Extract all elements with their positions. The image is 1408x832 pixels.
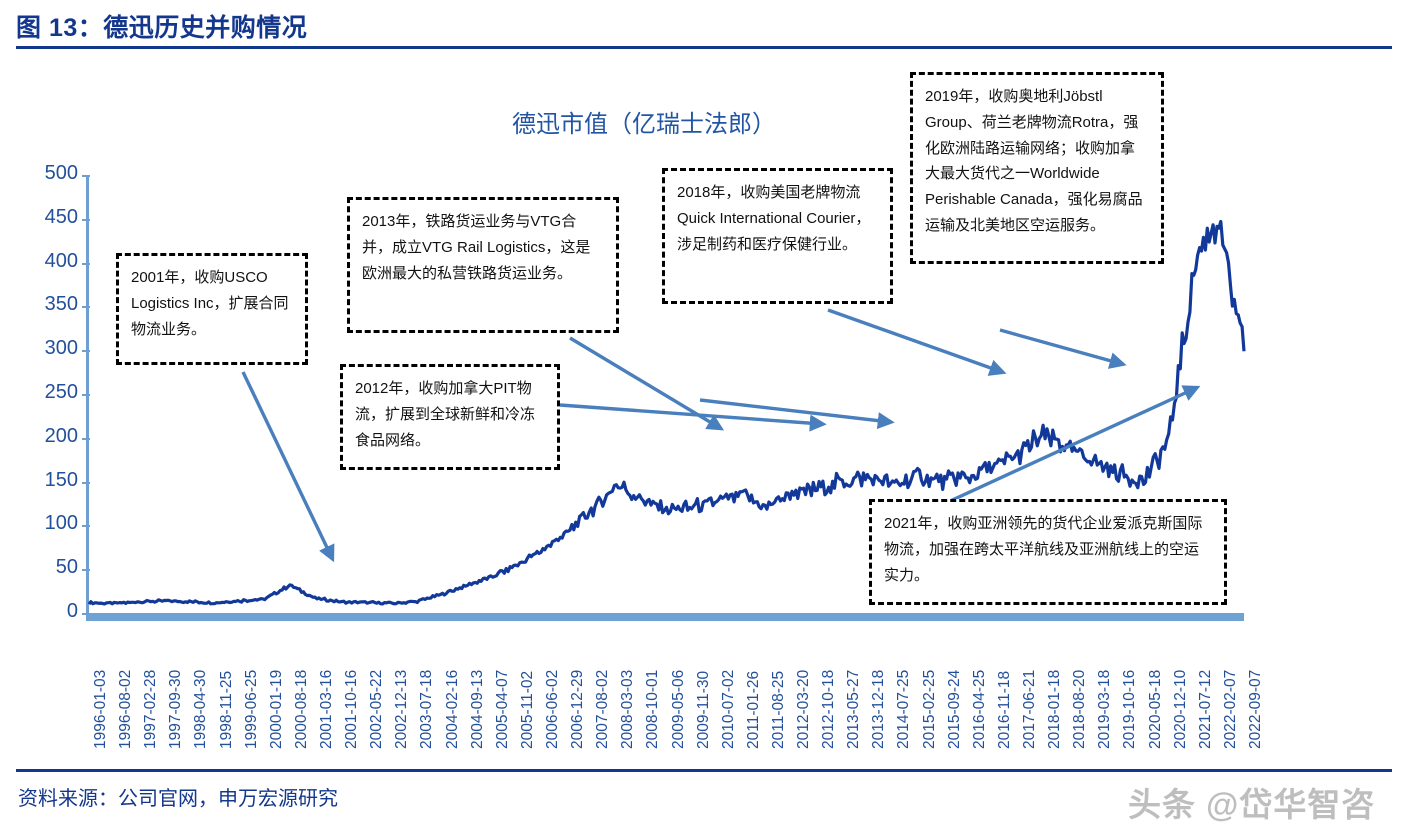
y-tick bbox=[82, 218, 90, 221]
y-tick bbox=[82, 481, 90, 484]
x-tick-label: 2015-09-24 bbox=[945, 669, 963, 749]
x-tick-label: 2012-10-18 bbox=[820, 669, 838, 749]
y-tick-label: 0 bbox=[66, 600, 78, 622]
y-tick-label: 100 bbox=[44, 512, 78, 535]
x-tick-label: 2006-12-29 bbox=[569, 669, 587, 749]
x-tick-label: 2011-01-26 bbox=[744, 670, 762, 749]
x-tick-label: 1996-08-02 bbox=[117, 669, 135, 749]
annotation-2012-text: 2012年，收购加拿大PIT物流，扩展到全球新鲜和冷冻食品网络。 bbox=[355, 380, 536, 449]
y-tick-label: 250 bbox=[44, 381, 78, 403]
x-tick-label: 2022-09-07 bbox=[1247, 669, 1264, 749]
x-tick-label: 2003-07-18 bbox=[418, 669, 436, 749]
top-divider bbox=[16, 46, 1392, 49]
x-tick-label: 2004-09-13 bbox=[468, 669, 486, 749]
x-tick-label: 2007-08-02 bbox=[594, 669, 612, 749]
x-tick-label: 1999-06-25 bbox=[242, 669, 260, 749]
x-tick-label: 2018-08-20 bbox=[1071, 669, 1089, 749]
annotation-2018-text: 2018年，收购美国老牌物流Quick International Courie… bbox=[677, 184, 871, 253]
x-tick-label: 2008-10-01 bbox=[644, 669, 662, 749]
figure-title: 图 13：德迅历史并购情况 bbox=[16, 14, 308, 42]
x-tick-label: 2005-11-02 bbox=[518, 670, 536, 749]
x-tick-label: 1997-02-28 bbox=[142, 669, 160, 749]
x-tick-label: 2000-08-18 bbox=[292, 669, 310, 749]
x-tick-label: 2014-07-25 bbox=[895, 669, 913, 749]
annotation-2012: 2012年，收购加拿大PIT物流，扩展到全球新鲜和冷冻食品网络。 bbox=[340, 364, 560, 470]
x-tick-label: 2012-03-20 bbox=[795, 669, 813, 749]
y-tick bbox=[82, 306, 90, 309]
x-tick-label: 2006-06-02 bbox=[543, 669, 561, 749]
annotation-2018: 2018年，收购美国老牌物流Quick International Courie… bbox=[662, 168, 893, 304]
y-tick bbox=[82, 437, 90, 440]
source-note: 资料来源：公司官网，申万宏源研究 bbox=[18, 788, 338, 810]
x-tick-label: 2008-03-03 bbox=[619, 669, 637, 749]
x-tick-label: 2019-10-16 bbox=[1121, 669, 1139, 749]
x-tick-label: 2016-11-18 bbox=[995, 670, 1013, 749]
x-tick-label: 2001-03-16 bbox=[317, 669, 335, 749]
annotation-arrow bbox=[559, 403, 827, 432]
y-tick bbox=[82, 613, 90, 615]
x-tick-label: 2001-10-16 bbox=[343, 669, 361, 749]
x-tick-label: 2018-01-18 bbox=[1046, 669, 1064, 749]
annotation-2019-text: 2019年，收购奥地利Jöbstl Group、荷兰老牌物流Rotra，强化欧洲… bbox=[925, 88, 1143, 234]
x-tick-label: 2011-08-25 bbox=[769, 670, 787, 749]
x-tick-label: 2009-05-06 bbox=[669, 669, 687, 749]
x-tick-label: 2013-05-27 bbox=[845, 669, 863, 749]
annotation-2001-text: 2001年，收购USCO Logistics Inc，扩展合同物流业务。 bbox=[131, 269, 289, 338]
chart-title: 德迅市值（亿瑞士法郎） bbox=[0, 104, 1408, 139]
x-tick-label: 2019-03-18 bbox=[1096, 669, 1114, 749]
x-tick-label: 2020-05-18 bbox=[1146, 669, 1164, 749]
x-tick-label: 2022-02-07 bbox=[1221, 669, 1239, 749]
y-tick-label: 400 bbox=[44, 249, 78, 272]
annotation-arrow bbox=[241, 371, 335, 563]
annotation-arrow bbox=[999, 328, 1127, 369]
x-tick-label: 2002-12-13 bbox=[393, 669, 411, 749]
annotation-arrow bbox=[827, 308, 1007, 376]
x-tick-label: 1996-01-03 bbox=[92, 669, 109, 749]
y-tick-label: 500 bbox=[44, 162, 78, 184]
x-tick-label: 1998-04-30 bbox=[192, 669, 210, 749]
x-tick-label: 2013-12-18 bbox=[870, 669, 888, 749]
annotation-arrow bbox=[569, 336, 725, 431]
y-tick bbox=[82, 350, 90, 353]
y-tick-label: 300 bbox=[44, 337, 78, 360]
annotation-2013: 2013年，铁路货运业务与VTG合并，成立VTG Rail Logistics，… bbox=[347, 197, 619, 333]
x-tick-label: 2017-06-21 bbox=[1021, 669, 1039, 749]
annotation-arrow bbox=[699, 398, 895, 430]
y-tick-label: 50 bbox=[55, 556, 78, 579]
y-tick bbox=[82, 175, 90, 177]
x-tick-label: 1997-09-30 bbox=[167, 669, 185, 749]
annotation-2013-text: 2013年，铁路货运业务与VTG合并，成立VTG Rail Logistics，… bbox=[362, 213, 591, 282]
x-tick-label: 2000-01-19 bbox=[267, 669, 285, 749]
y-tick bbox=[82, 569, 90, 572]
y-tick bbox=[82, 394, 90, 396]
y-axis bbox=[86, 176, 89, 616]
x-tick-label: 2005-04-07 bbox=[493, 669, 511, 749]
annotation-2019: 2019年，收购奥地利Jöbstl Group、荷兰老牌物流Rotra，强化欧洲… bbox=[910, 72, 1164, 264]
annotation-2021: 2021年，收购亚洲领先的货代企业爱派克斯国际物流，加强在跨太平洋航线及亚洲航线… bbox=[869, 499, 1227, 605]
annotation-2021-text: 2021年，收购亚洲领先的货代企业爱派克斯国际物流，加强在跨太平洋航线及亚洲航线… bbox=[884, 515, 1203, 584]
x-axis-labels: 1996-01-03 1996-08-02 1997-02-28 1997-09-30… bbox=[86, 621, 1264, 761]
chart-title-text: 德迅市值（亿瑞士法郎） bbox=[512, 111, 776, 138]
watermark: 头条 @岱华智咨 bbox=[1128, 786, 1376, 823]
x-tick-label: 2020-12-10 bbox=[1171, 669, 1189, 749]
x-tick-label: 2021-07-12 bbox=[1196, 669, 1214, 749]
y-tick-label: 150 bbox=[44, 468, 78, 491]
x-tick-label: 1998-11-25 bbox=[217, 670, 235, 749]
bottom-divider bbox=[16, 769, 1392, 772]
y-tick bbox=[82, 262, 90, 265]
annotation-2001: 2001年，收购USCO Logistics Inc，扩展合同物流业务。 bbox=[116, 253, 308, 365]
y-tick-label: 450 bbox=[44, 205, 78, 228]
x-tick-label: 2016-04-25 bbox=[970, 669, 988, 749]
x-tick-label: 2009-11-30 bbox=[694, 670, 712, 749]
annotation-arrow bbox=[934, 385, 1201, 510]
y-tick-label: 350 bbox=[44, 293, 78, 316]
y-tick-label: 200 bbox=[44, 424, 78, 447]
x-tick-label: 2015-02-25 bbox=[920, 669, 938, 749]
x-tick-label: 2004-02-16 bbox=[443, 669, 461, 749]
x-tick-label: 2002-05-22 bbox=[368, 669, 386, 749]
y-tick bbox=[82, 525, 90, 528]
x-axis bbox=[86, 613, 1244, 621]
x-tick-label: 2010-07-02 bbox=[719, 669, 737, 749]
